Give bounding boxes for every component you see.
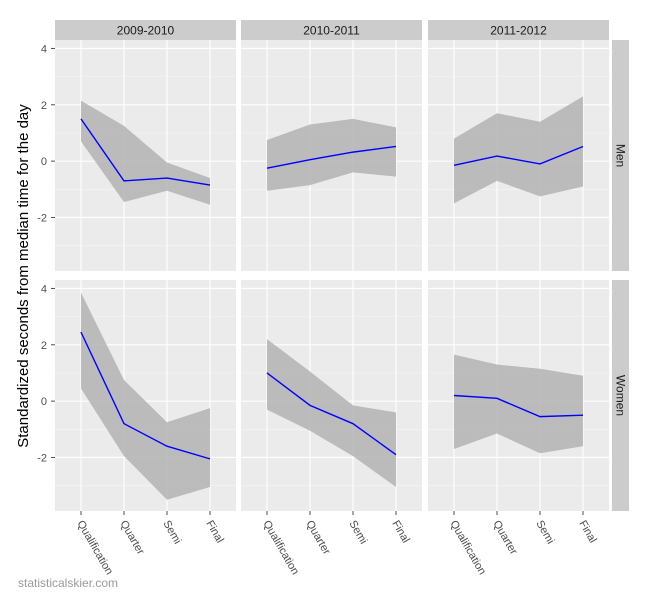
y-tick-label: 4 bbox=[41, 43, 47, 55]
y-tick-label: 2 bbox=[41, 340, 47, 352]
facet-strip-2010-2011 bbox=[241, 20, 422, 40]
x-tick-label: Final bbox=[576, 519, 598, 546]
confidence-ribbon bbox=[454, 96, 583, 204]
facet-strip-2009-2010 bbox=[55, 20, 236, 40]
series-line bbox=[266, 145, 397, 169]
x-tick-label: Semi bbox=[533, 519, 556, 547]
y-tick-label: 4 bbox=[41, 283, 47, 295]
x-tick-label: Qualification bbox=[447, 519, 488, 577]
confidence-ribbon bbox=[267, 118, 396, 191]
facet-strip-label: 2011-2012 bbox=[490, 24, 547, 38]
facet-strip-label: Women bbox=[614, 375, 628, 416]
x-tick-label: Quarter bbox=[303, 519, 332, 558]
x-tick-label: Semi bbox=[346, 519, 369, 547]
facet-strip-label: 2009-2010 bbox=[117, 24, 175, 38]
confidence-ribbon bbox=[81, 100, 210, 205]
facet-strip-label: Men bbox=[614, 144, 628, 167]
y-axis-label: Standardized seconds from median time fo… bbox=[15, 104, 32, 448]
x-tick-label: Qualification bbox=[74, 519, 115, 577]
facet-strip-men bbox=[612, 40, 629, 271]
series-line bbox=[266, 372, 397, 456]
facet-strip-2011-2012 bbox=[428, 20, 609, 40]
series-line bbox=[80, 331, 211, 460]
panels-layer: 2009-2010 2010-2011 2011-2012 Men Women -2 0 2 4… bbox=[37, 20, 629, 577]
watermark: statisticalskier.com bbox=[18, 576, 118, 590]
confidence-ribbon bbox=[81, 292, 210, 500]
series-line bbox=[453, 145, 584, 167]
x-tick-label: Quarter bbox=[117, 519, 146, 558]
y-tick-label: 2 bbox=[41, 100, 47, 112]
x-tick-label: Semi bbox=[160, 519, 183, 547]
y-tick-label: -2 bbox=[37, 452, 47, 464]
series-line bbox=[80, 118, 211, 186]
x-tick-label: Final bbox=[203, 519, 225, 546]
y-tick-label: 0 bbox=[41, 396, 47, 408]
y-tick-label: -2 bbox=[37, 212, 47, 224]
x-tick-label: Quarter bbox=[490, 519, 519, 558]
x-tick-label: Final bbox=[389, 519, 411, 546]
confidence-ribbon bbox=[454, 354, 583, 454]
facet-strip-women bbox=[612, 280, 629, 511]
facet-strip-label: 2010-2011 bbox=[303, 24, 360, 38]
confidence-ribbon bbox=[267, 339, 396, 488]
x-tick-label: Qualification bbox=[260, 519, 301, 577]
y-tick-label: 0 bbox=[41, 156, 47, 168]
series-line bbox=[453, 394, 584, 418]
